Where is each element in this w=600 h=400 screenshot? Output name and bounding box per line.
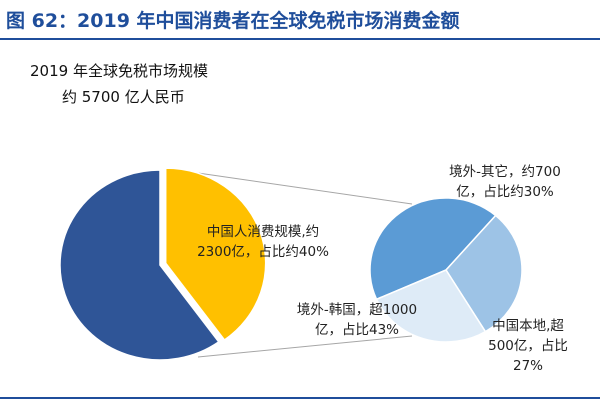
bottom-divider (0, 397, 600, 399)
chart-title: 2019 年全球免税市场规模 (30, 62, 208, 80)
slice-label-line: 27% (512, 358, 543, 374)
main-pie (59, 167, 267, 361)
slice-label-line: 境外-其它，约700 (449, 164, 561, 180)
slice-label-line: 中国人消费规模,约 (206, 224, 320, 240)
connector-line-top (197, 172, 413, 205)
connector-line-bottom (197, 335, 413, 358)
slice-china-domestic (375, 269, 487, 343)
slice-label-korea: 境外-韩国，超1000 亿，占比43% (262, 300, 452, 340)
slice-label-line: 亿，占比43% (314, 322, 399, 338)
figure-title: 图 62：2019 年中国消费者在全球免税市场消费金额 (6, 10, 460, 32)
slice-label-china: 中国人消费规模,约 2300亿，占比约40% (168, 222, 358, 262)
slice-overseas-other (445, 214, 523, 333)
slice-rest-of-world (59, 169, 220, 361)
slice-label-line: 500亿，占比 (488, 338, 568, 354)
slice-label-line: 亿，占比约30% (456, 184, 554, 200)
slice-label-other: 境外-其它，约700 亿，占比约30% (430, 162, 580, 202)
slice-label-domestic: 中国本地,超 500亿，占比 27% (478, 316, 578, 376)
slice-label-line: 境外-韩国，超1000 (296, 302, 418, 318)
slice-korea (369, 197, 497, 301)
connector-lines (197, 172, 413, 358)
title-divider (0, 38, 600, 40)
slice-label-line: 中国本地,超 (492, 318, 564, 334)
breakdown-pie (369, 197, 523, 343)
slice-label-line: 2300亿，占比约40% (197, 244, 329, 260)
chart-subtitle: 约 5700 亿人民币 (62, 88, 185, 106)
slice-china (164, 167, 267, 342)
